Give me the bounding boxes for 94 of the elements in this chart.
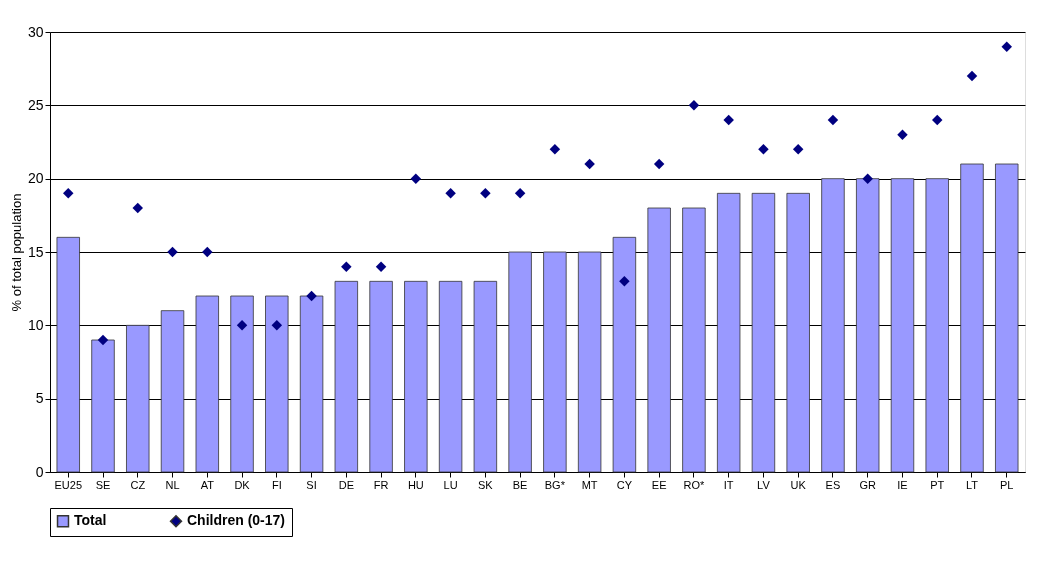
bar <box>960 163 984 473</box>
bar <box>647 207 671 473</box>
bar <box>716 192 741 473</box>
point <box>653 158 665 170</box>
x-tick-label: FI <box>271 478 282 491</box>
y-tick-label: 0 <box>35 463 44 480</box>
point <box>758 144 769 155</box>
point <box>97 334 109 346</box>
x-tick-label: RO* <box>683 478 706 491</box>
x-tick-label: DE <box>338 478 354 491</box>
bar <box>334 280 359 473</box>
y-tick-label: 10 <box>27 316 44 333</box>
point <box>723 114 734 126</box>
x-tick-label: EU25 <box>54 478 83 491</box>
bar <box>299 295 324 473</box>
point <box>167 246 178 258</box>
bar <box>508 251 532 473</box>
point <box>445 188 456 199</box>
x-tick-label: NL <box>165 478 180 491</box>
point <box>306 290 317 302</box>
bar <box>995 163 1019 473</box>
point <box>584 158 595 170</box>
bar <box>56 236 80 473</box>
x-tick-label: LT <box>965 478 979 491</box>
point <box>931 114 943 126</box>
bar <box>890 178 915 473</box>
y-tick-label: 20 <box>27 170 44 187</box>
x-tick-label: LV <box>757 478 771 491</box>
x-tick-label: HU <box>407 478 424 491</box>
x-tick-label: PL <box>1000 478 1014 491</box>
point <box>827 114 839 126</box>
x-tick-label: BG* <box>544 478 566 491</box>
legend-label: Total <box>74 512 107 529</box>
bar <box>404 280 428 473</box>
x-tick-label: EE <box>651 478 667 491</box>
bar <box>195 295 219 473</box>
bar <box>925 178 949 473</box>
point <box>897 129 908 140</box>
bar <box>856 178 880 473</box>
x-tick-label: GR <box>859 478 877 491</box>
point <box>480 188 491 199</box>
x-tick-label: DK <box>234 478 251 491</box>
point <box>271 320 283 331</box>
y-tick-label: 15 <box>27 243 44 260</box>
bar <box>473 280 498 473</box>
legend-label: Children (0-17) <box>187 512 286 529</box>
bar <box>160 310 185 473</box>
x-tick-label: UK <box>790 478 807 491</box>
bar <box>543 251 567 473</box>
x-tick-label: SK <box>478 478 494 491</box>
y-tick-label: 30 <box>27 23 44 40</box>
point <box>202 246 213 258</box>
point <box>688 100 700 111</box>
point <box>792 144 804 155</box>
bar <box>91 339 115 473</box>
point <box>619 276 630 287</box>
point <box>410 173 422 184</box>
point <box>341 261 352 272</box>
x-tick-label: FR <box>373 478 389 491</box>
x-tick-label: LU <box>443 478 458 491</box>
point <box>63 188 74 199</box>
bar <box>438 280 463 473</box>
point <box>514 188 526 199</box>
x-tick-label: CY <box>616 478 633 491</box>
x-tick-label: SE <box>95 478 111 491</box>
point <box>375 261 387 272</box>
x-tick-label: IT <box>723 478 734 491</box>
bar <box>682 207 706 473</box>
x-tick-label: MT <box>581 478 598 491</box>
x-tick-label: CZ <box>130 478 146 491</box>
x-tick-label: ES <box>825 478 841 491</box>
x-tick-label: BE <box>512 478 528 491</box>
bar <box>612 236 637 473</box>
x-tick-label: IE <box>897 478 908 491</box>
point <box>966 70 978 82</box>
y-tick-label: 25 <box>27 96 44 113</box>
bar <box>577 251 602 473</box>
bar <box>230 295 254 473</box>
x-tick-label: PT <box>930 478 945 491</box>
bar <box>265 295 289 473</box>
point <box>549 144 561 155</box>
x-tick-label: AT <box>200 478 215 491</box>
point <box>236 320 248 331</box>
point <box>132 202 144 214</box>
y-tick-label: 5 <box>35 390 44 407</box>
bar <box>751 192 776 473</box>
point <box>1001 41 1012 52</box>
bar <box>126 324 150 473</box>
y-axis-title: % of total population <box>8 193 24 312</box>
point <box>862 173 873 184</box>
x-tick-label: SI <box>306 478 317 491</box>
bar <box>786 192 810 473</box>
bar <box>369 280 393 473</box>
bar <box>821 178 845 473</box>
